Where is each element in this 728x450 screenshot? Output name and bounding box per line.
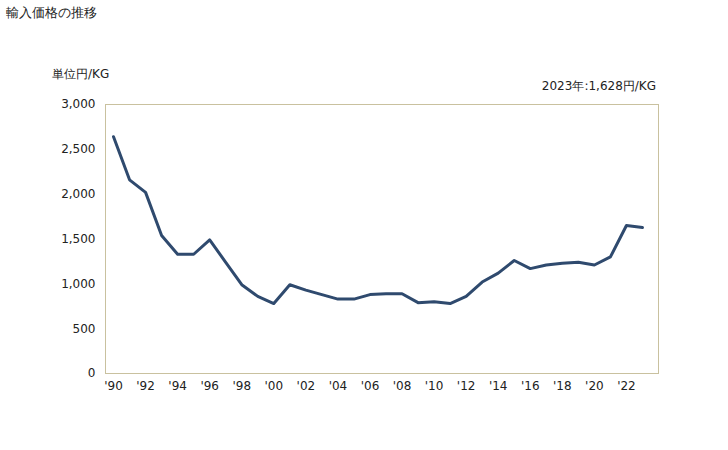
svg-text:'98: '98	[232, 379, 251, 393]
html-text:輸入価格の推移: 輸入価格の推移	[6, 5, 97, 20]
svg-text:'94: '94	[168, 379, 187, 393]
svg-text:'20: '20	[585, 379, 604, 393]
svg-text:3,000: 3,000	[61, 97, 95, 111]
svg-text:1,000: 1,000	[61, 277, 95, 291]
svg-text:1,500: 1,500	[61, 232, 95, 246]
svg-text:2,500: 2,500	[61, 142, 95, 156]
svg-text:'16: '16	[521, 379, 540, 393]
svg-text:'10: '10	[425, 379, 444, 393]
svg-text:'06: '06	[361, 379, 380, 393]
svg-text:500: 500	[73, 322, 96, 336]
html-text:単位円/KG: 単位円/KG	[52, 67, 110, 81]
svg-text:'08: '08	[393, 379, 412, 393]
svg-text:'92: '92	[136, 379, 155, 393]
svg-text:'12: '12	[457, 379, 476, 393]
svg-text:'14: '14	[489, 379, 508, 393]
svg-text:'04: '04	[329, 379, 348, 393]
svg-text:'90: '90	[104, 379, 123, 393]
svg-text:'00: '00	[265, 379, 284, 393]
html-text:2023年:1,628円/KG: 2023年:1,628円/KG	[541, 79, 656, 93]
svg-text:'22: '22	[617, 379, 636, 393]
svg-text:0: 0	[88, 366, 96, 380]
svg-text:'02: '02	[297, 379, 316, 393]
svg-text:'18: '18	[553, 379, 572, 393]
svg-text:'96: '96	[200, 379, 219, 393]
svg-text:2,000: 2,000	[61, 187, 95, 201]
